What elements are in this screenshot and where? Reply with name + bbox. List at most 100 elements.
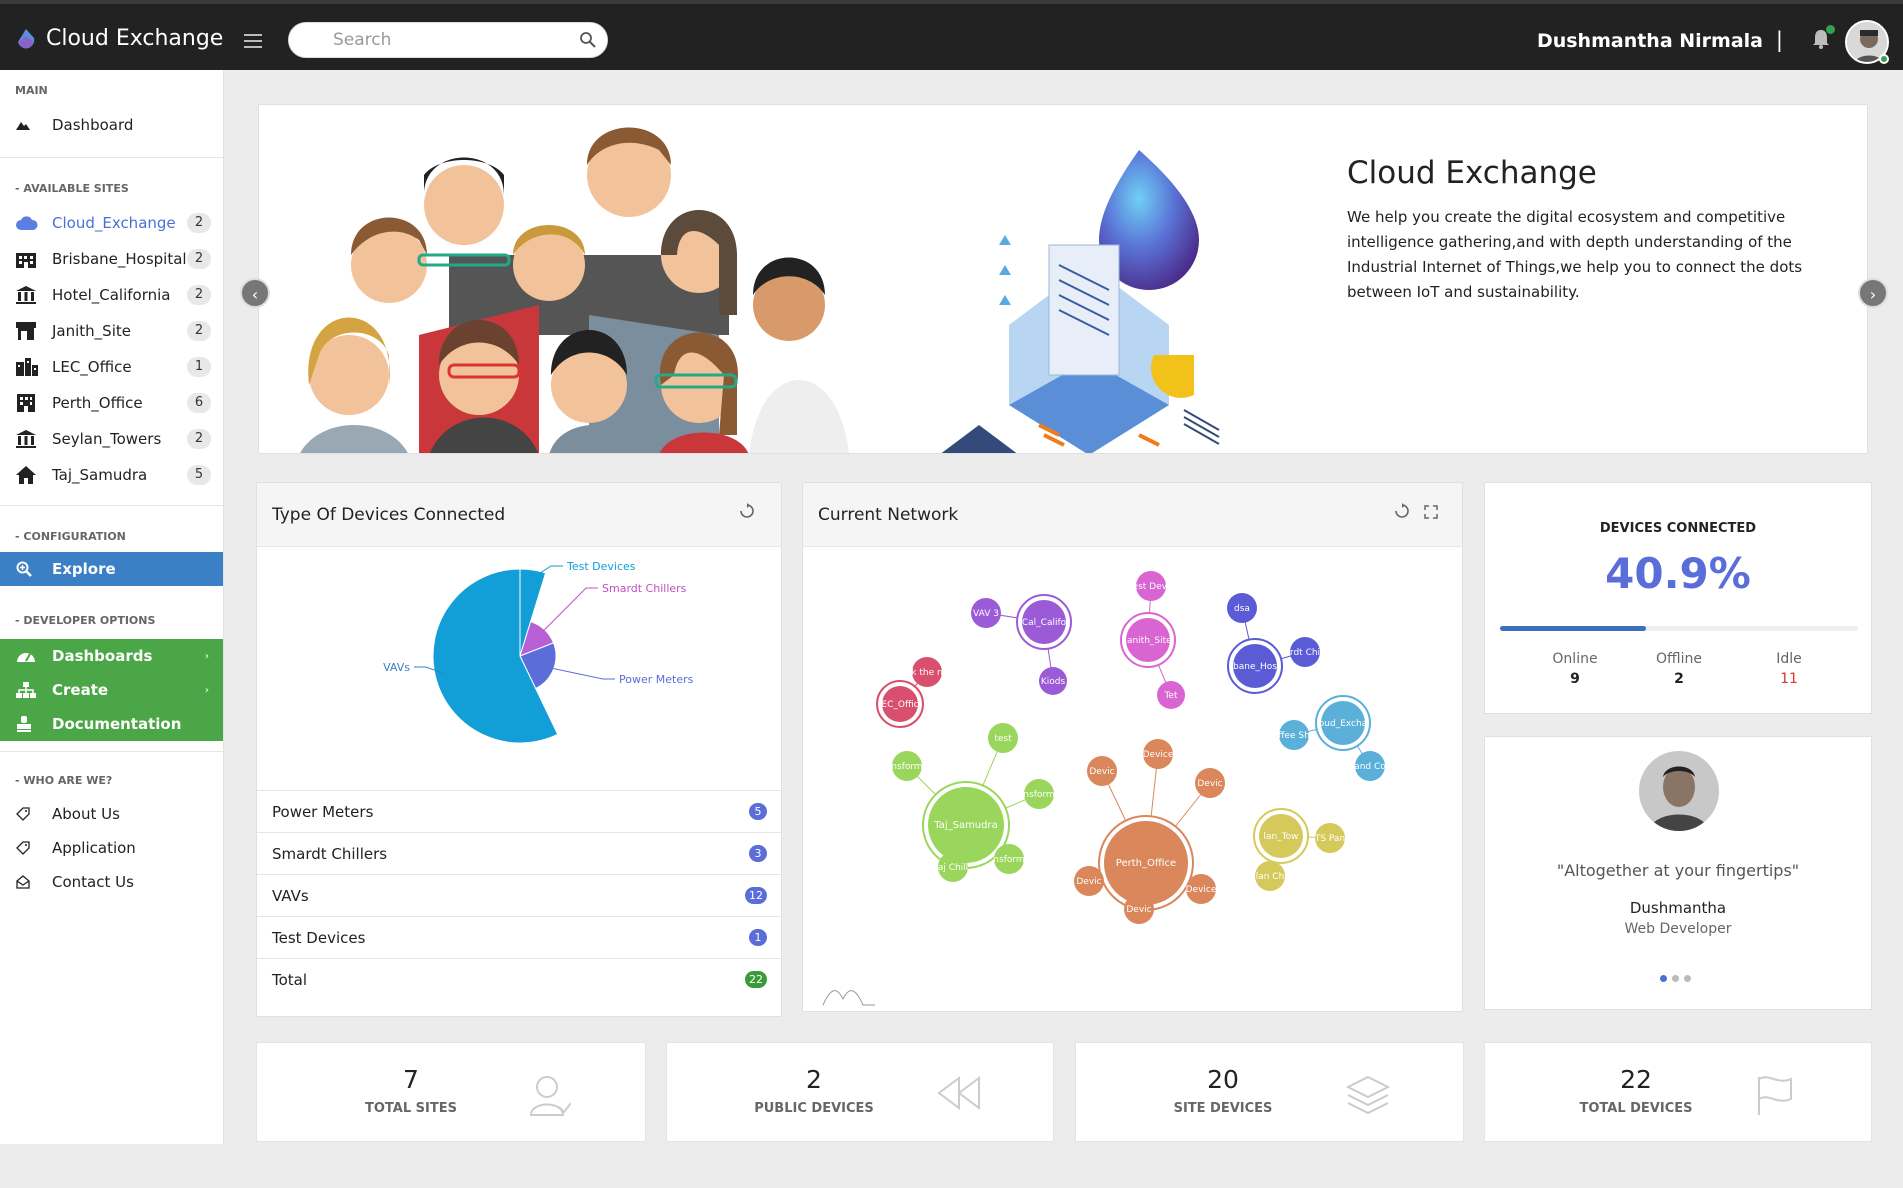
sidebar-item-dashboard[interactable]: Dashboard — [0, 107, 223, 143]
network-node-circle — [1290, 637, 1320, 667]
network-node-circle — [1315, 823, 1345, 853]
network-node[interactable]: aj Chill — [938, 852, 968, 882]
sidebar-item-dashboards[interactable]: Dashboards › — [0, 639, 223, 673]
network-node[interactable]: nsform — [891, 751, 923, 781]
bell-icon[interactable] — [1812, 28, 1830, 50]
sidebar-item-janith-site[interactable]: Janith_Site 2 — [0, 313, 223, 349]
network-graph[interactable]: Cal_Califo VAV 3 Kiods Janith_Site est Devi T… — [803, 547, 1462, 1011]
team-illustration — [300, 127, 849, 453]
offline-label: Offline — [1656, 651, 1702, 667]
avatar[interactable] — [1845, 20, 1889, 64]
sidebar-item-lec-office[interactable]: LEC_Office 1 — [0, 349, 223, 385]
sidebar-item-taj-samudra[interactable]: Taj_Samudra 5 — [0, 457, 223, 493]
site-count-badge: 5 — [187, 465, 211, 485]
network-node[interactable]: nsform — [1023, 779, 1055, 809]
network-node[interactable]: Perth_Office — [1098, 815, 1194, 911]
network-node-circle — [971, 598, 1001, 628]
site-count-badge: 2 — [187, 321, 211, 341]
network-node-label: est Devi — [1133, 582, 1170, 592]
network-node[interactable]: Janith_Site — [1120, 612, 1176, 668]
sidebar-item-label: Cloud_Exchange — [52, 214, 176, 232]
sidebar-item-label: Seylan_Towers — [52, 430, 162, 448]
rewind-icon — [937, 1076, 980, 1110]
sidebar-item-about-us[interactable]: About Us — [0, 797, 223, 831]
carousel-dot-active[interactable] — [1660, 975, 1667, 982]
list-item[interactable]: VAVs 12 — [257, 874, 781, 916]
devices-connected-percent: 40.9% — [1605, 549, 1751, 598]
sidebar-item-label: Create — [52, 681, 109, 699]
pie-slice[interactable] — [432, 568, 559, 744]
network-node-circle — [1024, 779, 1054, 809]
network-node[interactable]: oud_Excha — [1315, 695, 1371, 751]
network-node[interactable]: lan Ch — [1255, 861, 1285, 891]
device-type-label: Test Devices — [272, 928, 366, 947]
network-node[interactable]: Devic — [1074, 866, 1104, 896]
network-node-label: test — [994, 734, 1012, 744]
network-node[interactable]: bane_Hos — [1227, 638, 1283, 694]
network-node[interactable]: dsa — [1227, 593, 1257, 623]
network-node[interactable]: lan_Tow — [1253, 808, 1309, 864]
network-node-circle — [1195, 768, 1225, 798]
sidebar-item-cloud-exchange[interactable]: Cloud_Exchange 2 — [0, 205, 223, 241]
network-node[interactable]: k the n — [911, 657, 943, 687]
sidebar-item-label: Hotel_California — [52, 286, 171, 304]
carousel-prev-button[interactable]: ‹ — [240, 278, 270, 308]
network-node[interactable]: nsform — [993, 844, 1025, 874]
network-node[interactable]: VAV 3 — [971, 598, 1001, 628]
bank-icon — [16, 285, 40, 305]
refresh-icon[interactable] — [1394, 503, 1410, 519]
device-type-label: Smardt Chillers — [272, 844, 388, 863]
network-node[interactable]: Device — [1186, 874, 1217, 904]
network-node-label: lan Ch — [1256, 872, 1285, 882]
search-input[interactable] — [289, 23, 539, 57]
network-node[interactable]: EC_Offic — [876, 680, 924, 728]
user-name[interactable]: Dushmantha Nirmala — [1536, 30, 1763, 52]
network-node-circle — [994, 844, 1024, 874]
stat-card-total-sites[interactable]: 7 TOTAL SITES — [256, 1042, 646, 1142]
network-node[interactable]: and Co — [1354, 751, 1386, 781]
carousel-dot[interactable] — [1672, 975, 1679, 982]
stat-card-total-devices[interactable]: 22 TOTAL DEVICES — [1484, 1042, 1872, 1142]
carousel-dot[interactable] — [1684, 975, 1691, 982]
brand[interactable]: Cloud Exchange — [16, 26, 223, 51]
network-node-circle — [892, 751, 922, 781]
list-item[interactable]: Power Meters 5 — [257, 790, 781, 832]
fullscreen-icon[interactable] — [1424, 505, 1438, 519]
pie-slice[interactable] — [519, 642, 557, 690]
menu-toggle-icon[interactable] — [244, 34, 262, 48]
list-item[interactable]: Test Devices 1 — [257, 916, 781, 958]
sidebar-item-brisbane-hospital[interactable]: Brisbane_Hospital 2 — [0, 241, 223, 277]
sidebar-item-documentation[interactable]: Documentation — [0, 707, 223, 741]
network-node-label: dsa — [1234, 604, 1250, 614]
network-node[interactable]: Cal_Califo — [1016, 594, 1072, 650]
sidebar-item-perth-office[interactable]: Perth_Office 6 — [0, 385, 223, 421]
sidebar-item-contact-us[interactable]: Contact Us — [0, 865, 223, 899]
sidebar-item-explore[interactable]: Explore — [0, 552, 223, 586]
sidebar-item-application[interactable]: Application — [0, 831, 223, 865]
carousel-next-button[interactable]: › — [1858, 278, 1888, 308]
network-node[interactable]: Tet — [1157, 681, 1185, 709]
network-node[interactable]: Devic — [1124, 894, 1154, 924]
network-node[interactable]: Devic — [1195, 768, 1225, 798]
network-node[interactable]: test — [988, 723, 1018, 753]
network-node[interactable]: est Devi — [1133, 571, 1170, 601]
network-node-label: Device — [1143, 750, 1174, 760]
network-node[interactable]: Devic — [1087, 756, 1117, 786]
network-node[interactable]: Kiods — [1039, 667, 1067, 695]
list-item[interactable]: Smardt Chillers 3 — [257, 832, 781, 874]
network-node[interactable]: ffee Sh — [1278, 720, 1310, 750]
network-node[interactable]: Device — [1143, 739, 1174, 769]
refresh-icon[interactable] — [739, 503, 755, 519]
sidebar-item-seylan-towers[interactable]: Seylan_Towers 2 — [0, 421, 223, 457]
network-node[interactable]: TS Pan — [1314, 823, 1345, 853]
stat-card-public-devices[interactable]: 2 PUBLIC DEVICES — [666, 1042, 1054, 1142]
network-node[interactable]: Taj_Samudra — [922, 781, 1010, 869]
network-node[interactable]: rdt Chi — [1290, 637, 1320, 667]
sidebar-item-create[interactable]: Create › — [0, 673, 223, 707]
section-developer-options: - DEVELOPER OPTIONS — [15, 614, 156, 627]
list-item[interactable]: Total 22 — [257, 958, 781, 1000]
stat-card-site-devices[interactable]: 20 SITE DEVICES — [1075, 1042, 1464, 1142]
sidebar-item-hotel-california[interactable]: Hotel_California 2 — [0, 277, 223, 313]
search-icon[interactable] — [579, 31, 597, 49]
sidebar-item-label: LEC_Office — [52, 358, 132, 376]
